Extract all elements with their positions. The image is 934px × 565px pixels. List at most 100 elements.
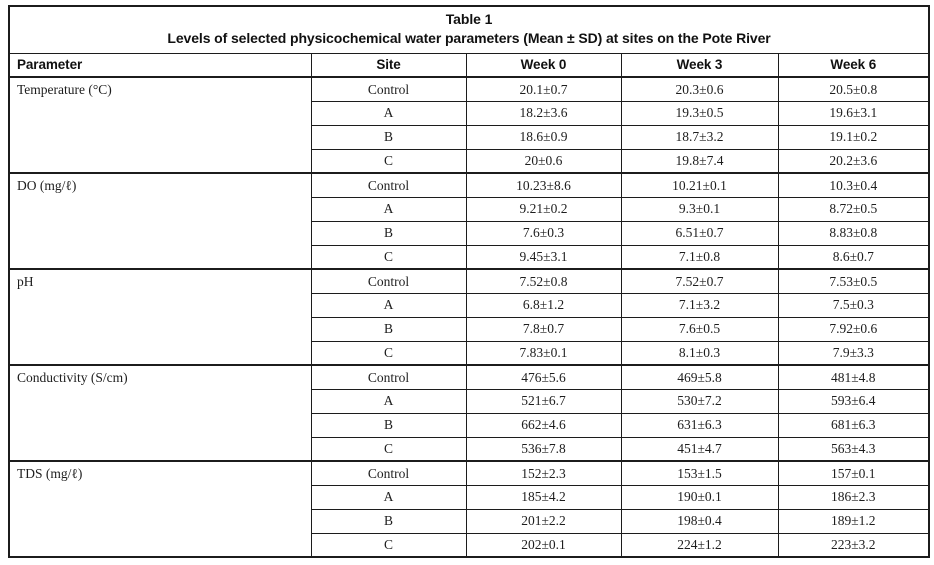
table-row: C 202±0.1 224±1.2 223±3.2 (9, 532, 930, 558)
site-cell: B (310, 508, 467, 534)
value-cell: 189±1.2 (777, 508, 930, 534)
table-number: Table 1 (445, 11, 493, 27)
value-cell: 198±0.4 (620, 508, 779, 534)
value-cell: 157±0.1 (777, 460, 930, 486)
value-cell: 20.5±0.8 (777, 76, 930, 102)
parameter-cell-conductivity: Conductivity (S/cm) (9, 364, 312, 462)
value-cell: 8.1±0.3 (620, 340, 779, 366)
site-cell: Control (310, 268, 467, 294)
value-cell: 481±4.8 (777, 364, 930, 390)
site-cell: A (310, 100, 467, 126)
table-row: A 6.8±1.2 7.1±3.2 7.5±0.3 (9, 292, 930, 318)
value-cell: 185±4.2 (465, 484, 622, 510)
table-row: DO (mg/ℓ) Control 10.23±8.6 10.21±0.1 10… (9, 172, 930, 270)
site-cell: B (310, 412, 467, 438)
value-cell: 7.6±0.3 (465, 220, 622, 246)
value-cell: 224±1.2 (620, 532, 779, 558)
value-cell: 593±6.4 (777, 388, 930, 414)
table-row: B 7.8±0.7 7.6±0.5 7.92±0.6 (9, 316, 930, 342)
site-cell: Control (310, 460, 467, 486)
table-row: TDS (mg/ℓ) Control 152±2.3 153±1.5 157±0… (9, 460, 930, 558)
site-cell: A (310, 388, 467, 414)
value-cell: 10.23±8.6 (465, 172, 622, 198)
value-cell: 7.83±0.1 (465, 340, 622, 366)
value-cell: 186±2.3 (777, 484, 930, 510)
value-cell: 6.8±1.2 (465, 292, 622, 318)
value-cell: 10.3±0.4 (777, 172, 930, 198)
value-cell: 9.45±3.1 (465, 244, 622, 270)
value-cell: 7.53±0.5 (777, 268, 930, 294)
value-cell: 202±0.1 (465, 532, 622, 558)
value-cell: 7.9±3.3 (777, 340, 930, 366)
parameter-cell-do: DO (mg/ℓ) (9, 172, 312, 270)
site-cell: Control (310, 364, 467, 390)
value-cell: 7.52±0.7 (620, 268, 779, 294)
value-cell: 8.83±0.8 (777, 220, 930, 246)
parameter-cell-ph: pH (9, 268, 312, 366)
value-cell: 7.1±0.8 (620, 244, 779, 270)
table-row: A 185±4.2 190±0.1 186±2.3 (9, 484, 930, 510)
value-cell: 152±2.3 (465, 460, 622, 486)
value-cell: 19.6±3.1 (777, 100, 930, 126)
value-cell: 530±7.2 (620, 388, 779, 414)
value-cell: 521±6.7 (465, 388, 622, 414)
value-cell: 662±4.6 (465, 412, 622, 438)
parameter-cell-temperature: Temperature (°C) (9, 76, 312, 174)
site-cell: A (310, 292, 467, 318)
value-cell: 190±0.1 (620, 484, 779, 510)
value-cell: 7.92±0.6 (777, 316, 930, 342)
site-cell: C (310, 244, 467, 270)
value-cell: 469±5.8 (620, 364, 779, 390)
value-cell: 223±3.2 (777, 532, 930, 558)
table-row: Conductivity (S/cm) Control 476±5.6 469±… (9, 364, 930, 462)
table-row: pH Control 7.52±0.8 7.52±0.7 7.53±0.5 (9, 268, 930, 366)
value-cell: 7.1±3.2 (620, 292, 779, 318)
table-caption: Levels of selected physicochemical water… (167, 30, 771, 47)
value-cell: 18.7±3.2 (620, 124, 779, 150)
col-header-week3: Week 3 (620, 53, 778, 79)
value-cell: 563±4.3 (777, 436, 930, 462)
table-row: Temperature (°C) Control 20.1±0.7 20.3±0… (9, 76, 930, 174)
site-cell: C (310, 436, 467, 462)
value-cell: 6.51±0.7 (620, 220, 779, 246)
value-cell: 20±0.6 (465, 148, 622, 174)
value-cell: 20.1±0.7 (465, 76, 622, 102)
value-cell: 201±2.2 (465, 508, 622, 534)
value-cell: 9.3±0.1 (620, 196, 779, 222)
table-title-row: Table 1 Levels of selected physicochemic… (9, 6, 930, 54)
col-header-week0: Week 0 (465, 53, 621, 79)
value-cell: 20.3±0.6 (620, 76, 779, 102)
table-row: C 20±0.6 19.8±7.4 20.2±3.6 (9, 148, 930, 174)
value-cell: 9.21±0.2 (465, 196, 622, 222)
site-cell: A (310, 196, 467, 222)
table-row: B 201±2.2 198±0.4 189±1.2 (9, 508, 930, 534)
value-cell: 10.21±0.1 (620, 172, 779, 198)
site-cell: C (310, 148, 467, 174)
site-cell: Control (310, 76, 467, 102)
site-cell: A (310, 484, 467, 510)
table-title-block: Table 1 Levels of selected physicochemic… (9, 6, 930, 54)
value-cell: 476±5.6 (465, 364, 622, 390)
value-cell: 451±4.7 (620, 436, 779, 462)
col-header-site: Site (310, 53, 466, 79)
table-row: B 662±4.6 631±6.3 681±6.3 (9, 412, 930, 438)
value-cell: 19.1±0.2 (777, 124, 930, 150)
value-cell: 19.3±0.5 (620, 100, 779, 126)
site-cell: Control (310, 172, 467, 198)
value-cell: 7.52±0.8 (465, 268, 622, 294)
site-cell: B (310, 124, 467, 150)
col-header-parameter: Parameter (9, 53, 311, 79)
value-cell: 8.72±0.5 (777, 196, 930, 222)
value-cell: 7.6±0.5 (620, 316, 779, 342)
parameter-cell-tds: TDS (mg/ℓ) (9, 460, 312, 558)
table-row: A 521±6.7 530±7.2 593±6.4 (9, 388, 930, 414)
value-cell: 7.5±0.3 (777, 292, 930, 318)
site-cell: B (310, 316, 467, 342)
value-cell: 18.2±3.6 (465, 100, 622, 126)
col-header-week6: Week 6 (777, 53, 930, 79)
value-cell: 153±1.5 (620, 460, 779, 486)
value-cell: 7.8±0.7 (465, 316, 622, 342)
value-cell: 19.8±7.4 (620, 148, 779, 174)
value-cell: 18.6±0.9 (465, 124, 622, 150)
